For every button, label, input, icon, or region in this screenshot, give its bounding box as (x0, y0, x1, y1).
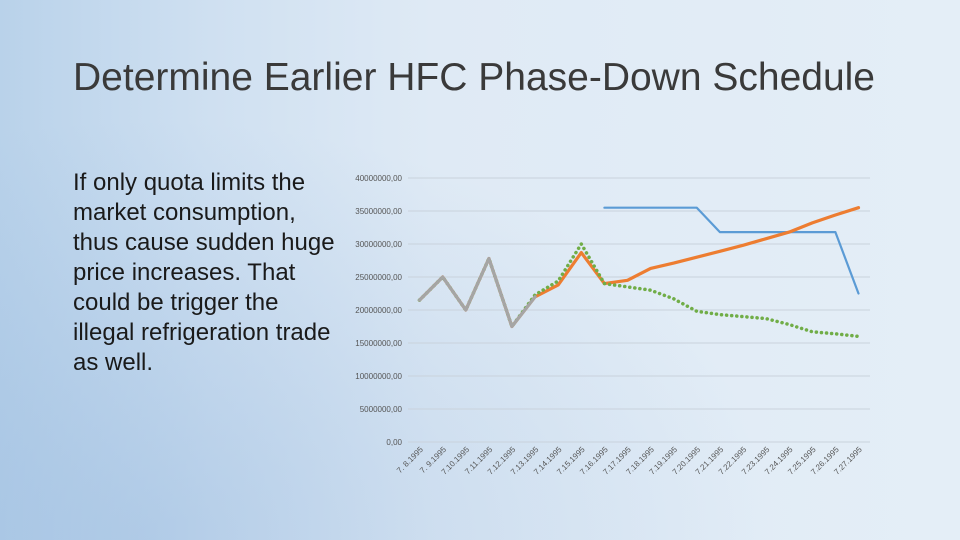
slide-title: Determine Earlier HFC Phase-Down Schedul… (73, 56, 875, 99)
series-line-3 (417, 242, 861, 339)
y-tick-label: 35000000,00 (355, 207, 402, 216)
y-tick-label: 10000000,00 (355, 372, 402, 381)
y-tick-label: 5000000,00 (360, 405, 403, 414)
y-tick-label: 25000000,00 (355, 273, 402, 282)
line-chart: 0,00 5000000,00 10000000,00 15000000,00 2000… (355, 174, 870, 477)
series-line-1 (603, 206, 860, 295)
series-lines (417, 206, 861, 339)
gridlines (408, 177, 870, 443)
y-tick-label: 40000000,00 (355, 174, 402, 183)
y-tick-label: 0,00 (386, 438, 402, 447)
y-axis-tick-labels: 0,00 5000000,00 10000000,00 15000000,00 2000… (355, 174, 402, 447)
series-line-4 (417, 256, 537, 329)
y-tick-label: 15000000,00 (355, 339, 402, 348)
slide-body-text: If only quota limits the market consumpt… (73, 169, 335, 376)
y-tick-label: 20000000,00 (355, 306, 402, 315)
y-tick-label: 30000000,00 (355, 240, 402, 249)
